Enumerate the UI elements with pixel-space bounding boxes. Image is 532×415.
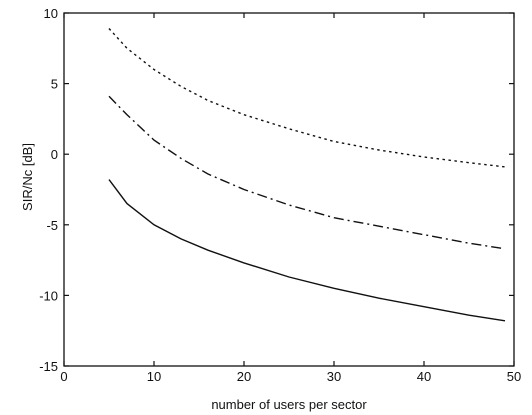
x-axis-label: number of users per sector [211,397,367,412]
plot-frame [63,12,515,367]
x-tick-label: 40 [417,369,431,384]
series-line-2-dash-dot [108,95,506,250]
x-tick-label: 0 [60,369,67,384]
series-line-3-solid [108,179,506,322]
x-tick-label: 50 [507,369,521,384]
plot-area: 0 10 20 30 40 50 -15 -10 -5 0 5 10 [39,6,521,384]
y-tick-label: -5 [46,218,58,233]
y-tick-label: 5 [51,77,58,92]
y-tick-label: 0 [51,147,58,162]
x-tick-label: 10 [147,369,161,384]
y-axis-label: SIR/Nc [dB] [20,143,35,211]
y-tick-label: 10 [44,6,58,21]
x-tick-label: 30 [327,369,341,384]
y-tick-label: -15 [39,359,58,374]
x-tick-label: 20 [237,369,251,384]
y-tick-label: -10 [39,288,58,303]
series-line-1-dotted [108,28,506,168]
